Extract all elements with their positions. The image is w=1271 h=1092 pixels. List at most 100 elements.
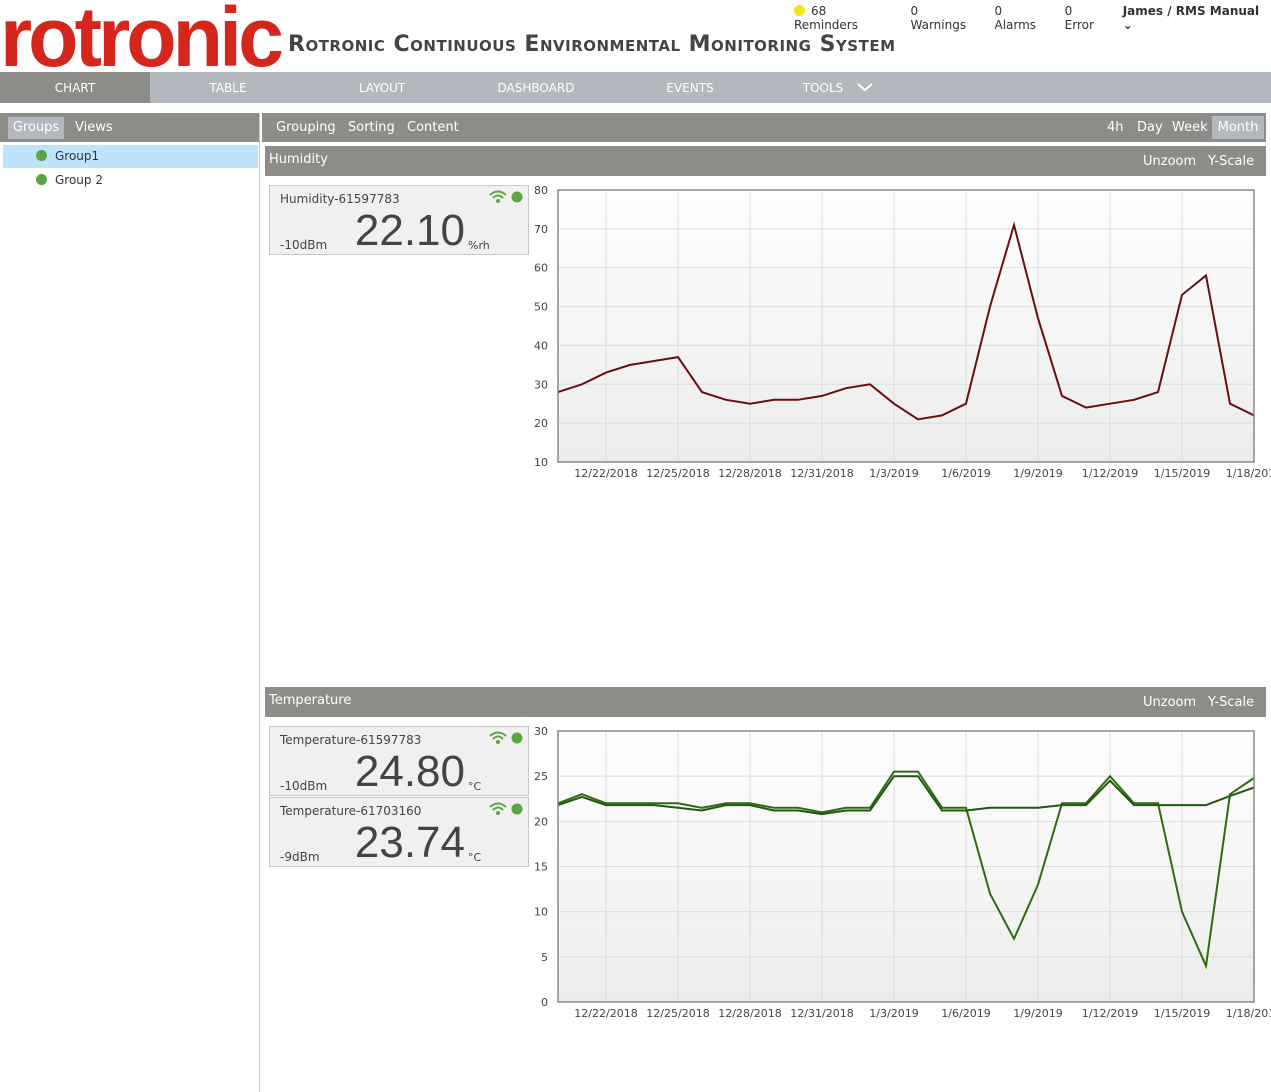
y-tick-label: 0	[541, 996, 548, 1009]
sensor-card[interactable]: Humidity-61597783 -10dBm 22.10 %rh	[269, 185, 529, 255]
sidebar: Groups Views Group1 Group 2	[0, 113, 260, 1092]
y-tick-label: 30	[534, 378, 548, 391]
range-button[interactable]: Week	[1172, 120, 1208, 135]
sensor-card[interactable]: Temperature-61597783 -10dBm 24.80 °C	[269, 726, 529, 796]
signal-icon	[489, 190, 523, 203]
sensor-unit: %rh	[468, 239, 490, 252]
x-tick-label: 1/3/2019	[869, 1007, 918, 1020]
status-dot	[36, 174, 47, 185]
nav-item[interactable]: TABLE	[209, 81, 247, 95]
x-tick-label: 1/18/2019	[1226, 1007, 1271, 1020]
range-button[interactable]: Day	[1137, 120, 1163, 135]
sensor-value: 23.74	[354, 818, 465, 867]
reminders[interactable]: 68 Reminders	[794, 4, 893, 32]
y-tick-label: 70	[534, 223, 548, 236]
x-tick-label: 12/28/2018	[718, 1007, 781, 1020]
series-line	[557, 770, 1255, 970]
tab[interactable]: Views	[75, 120, 113, 135]
panel-button[interactable]: Y-Scale	[1208, 154, 1255, 169]
range-button[interactable]: Month	[1212, 116, 1264, 139]
warnings[interactable]: 0 Warnings	[910, 4, 967, 32]
tool-button[interactable]: Sorting	[348, 120, 395, 135]
plot-frame	[557, 189, 1255, 463]
panel-header: Temperature Unzoom Y-Scale	[265, 687, 1266, 717]
sidebar-tabs: Groups Views	[0, 113, 259, 142]
x-tick-label: 1/6/2019	[941, 467, 990, 480]
panel-button[interactable]: Unzoom	[1143, 695, 1197, 710]
nav-item[interactable]: DASHBOARD	[497, 81, 575, 95]
x-tick-label: 1/3/2019	[869, 467, 918, 480]
nav-item[interactable]: CHART	[0, 72, 150, 103]
user-name: James / RMS Manual	[1122, 4, 1260, 18]
tools-chevron	[857, 83, 873, 92]
logo: rotronic	[0, 0, 282, 72]
x-tick-label: 12/31/2018	[790, 467, 853, 480]
nav-item[interactable]: LAYOUT	[358, 81, 406, 95]
series-line	[557, 221, 1255, 421]
y-tick-label: 40	[534, 339, 548, 352]
x-tick-label: 12/25/2018	[646, 467, 709, 480]
status-dot	[36, 150, 47, 161]
x-tick-label: 1/9/2019	[1013, 467, 1062, 480]
panel-header: Humidity Unzoom Y-Scale	[265, 146, 1266, 176]
x-tick-label: 12/28/2018	[718, 467, 781, 480]
panel-button[interactable]: Unzoom	[1143, 154, 1197, 169]
x-tick-label: 12/25/2018	[646, 1007, 709, 1020]
sensor-unit: °C	[468, 780, 482, 793]
y-tick-label: 15	[534, 861, 548, 874]
logo-text: rotronic	[0, 0, 282, 72]
tool-button[interactable]: Content	[407, 120, 459, 135]
y-tick-label: 80	[534, 184, 548, 197]
series-line	[557, 775, 1255, 816]
x-tick-label: 1/18/2019	[1226, 467, 1271, 480]
x-tick-label: 1/12/2019	[1082, 1007, 1138, 1020]
nav-item[interactable]: EVENTS	[666, 81, 714, 95]
panel-title: Temperature	[269, 693, 352, 708]
signal-icon	[489, 802, 523, 815]
sensor-value: 22.10	[354, 206, 465, 255]
tab[interactable]: Groups	[8, 117, 64, 139]
group-name: Group1	[55, 149, 100, 163]
alarms[interactable]: 0 Alarms	[994, 4, 1037, 32]
panel-button[interactable]: Y-Scale	[1208, 695, 1255, 710]
group-row[interactable]: Group1	[3, 145, 258, 168]
y-tick-label: 10	[534, 456, 548, 469]
user-menu[interactable]: James / RMS Manual ⌄	[1122, 4, 1260, 32]
sensor-card[interactable]: Temperature-61703160 -9dBm 23.74 °C	[269, 797, 529, 867]
y-tick-label: 20	[534, 417, 548, 430]
x-tick-label: 1/15/2019	[1154, 467, 1210, 480]
group-name: Group 2	[55, 173, 103, 187]
x-tick-label: 12/22/2018	[574, 1007, 637, 1020]
reminder-dot	[794, 5, 805, 16]
range-button[interactable]: 4h	[1107, 120, 1124, 135]
x-tick-label: 1/15/2019	[1154, 1007, 1210, 1020]
signal-icon	[489, 731, 523, 744]
y-tick-label: 60	[534, 262, 548, 275]
sensor-value: 24.80	[354, 747, 465, 796]
errors[interactable]: 0 Error	[1064, 4, 1094, 32]
x-tick-label: 12/22/2018	[574, 467, 637, 480]
x-tick-label: 1/6/2019	[941, 1007, 990, 1020]
y-tick-label: 20	[534, 815, 548, 828]
y-tick-label: 30	[534, 725, 548, 738]
tool-button[interactable]: Grouping	[276, 120, 336, 135]
nav-item[interactable]: TOOLS	[802, 81, 844, 95]
y-tick-label: 10	[534, 906, 548, 919]
status-text: 68 Reminders	[794, 4, 858, 32]
x-tick-label: 1/12/2019	[1082, 467, 1138, 480]
x-tick-label: 12/31/2018	[790, 1007, 853, 1020]
group-row[interactable]: Group 2	[3, 169, 258, 192]
y-tick-label: 5	[541, 951, 548, 964]
sensor-signal: -10dBm	[280, 779, 328, 793]
sensor-name: Humidity-61597783	[280, 192, 400, 206]
sensor-name: Temperature-61597783	[280, 733, 422, 747]
y-tick-label: 50	[534, 301, 548, 314]
plot-frame	[557, 730, 1255, 1003]
toolbar: Grouping Sorting Content 4h Day Week Mon…	[262, 113, 1266, 142]
x-tick-label: 1/9/2019	[1013, 1007, 1062, 1020]
sensor-unit: °C	[468, 851, 482, 864]
sensor-signal: -9dBm	[280, 850, 320, 864]
